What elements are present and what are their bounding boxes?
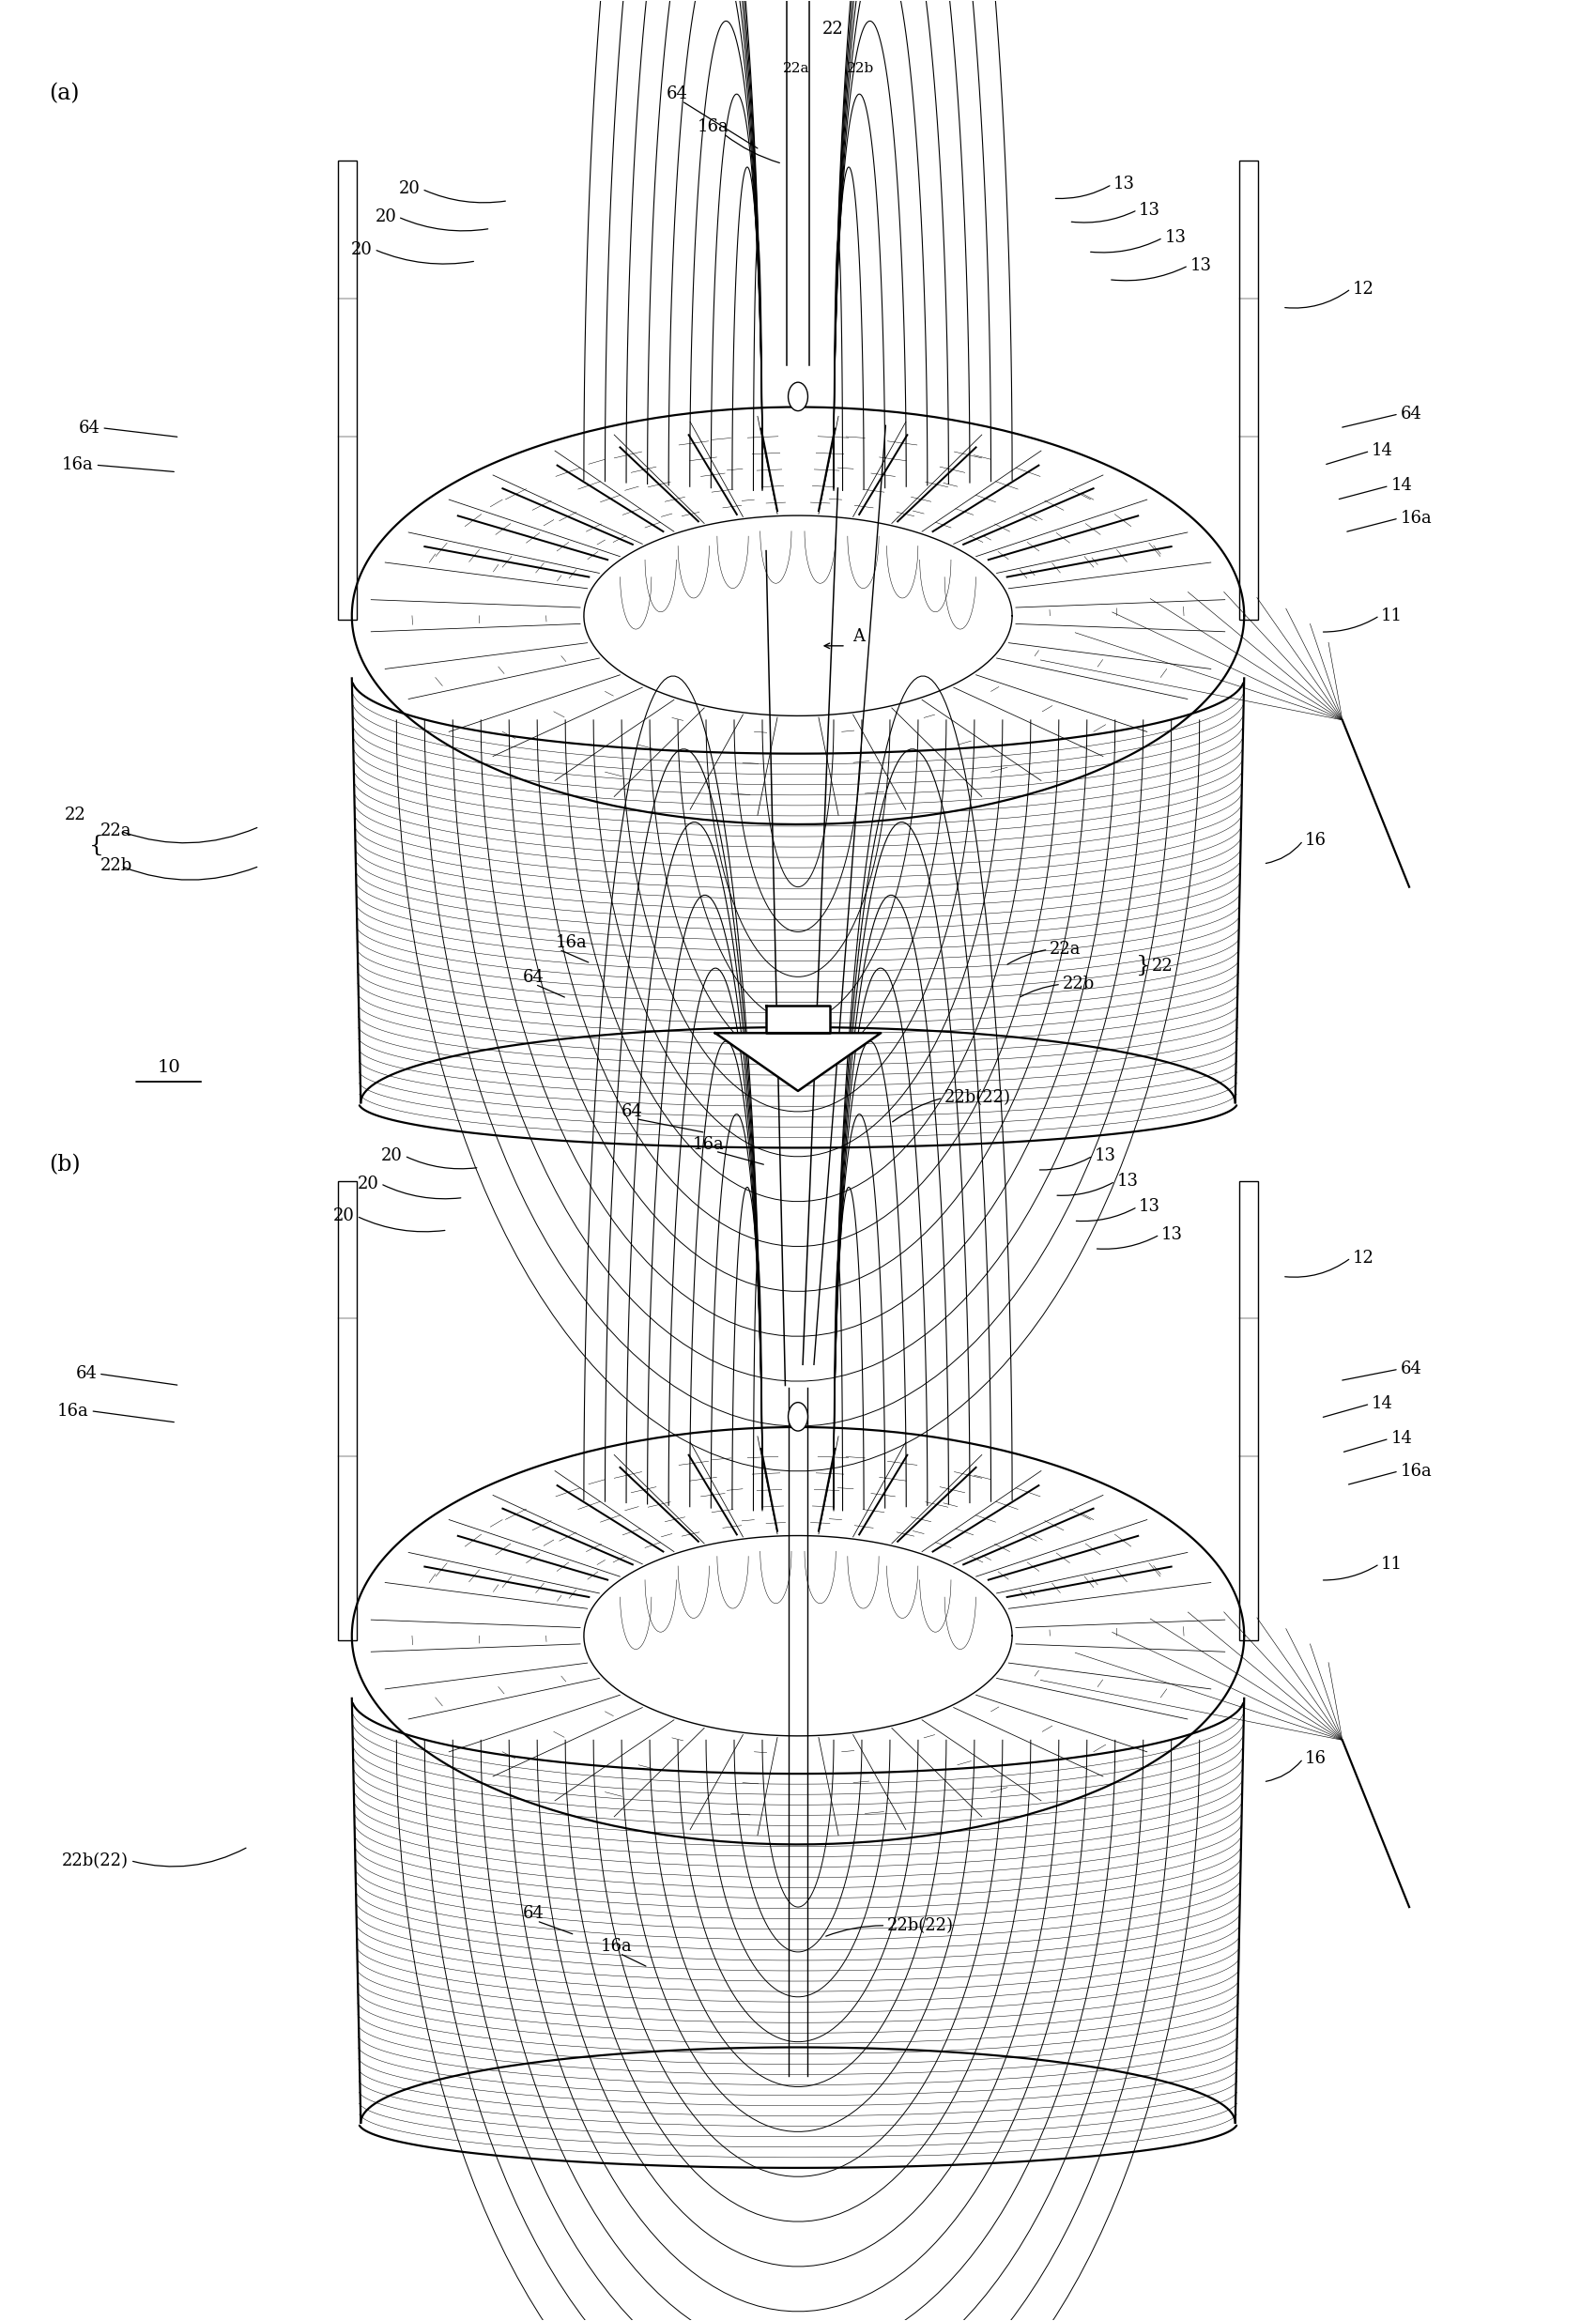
Text: 13: 13 (1191, 258, 1211, 274)
Text: 13: 13 (1114, 176, 1135, 193)
Text: (a): (a) (49, 84, 80, 104)
Text: 16a: 16a (555, 933, 587, 952)
Text: 20: 20 (358, 1174, 378, 1193)
Text: 13: 13 (1140, 1198, 1160, 1216)
Text: }: } (1136, 954, 1151, 977)
Text: 13: 13 (1165, 230, 1186, 246)
Text: 16a: 16a (1400, 511, 1432, 527)
Text: 22b(22): 22b(22) (887, 1917, 954, 1933)
Text: 64: 64 (1400, 406, 1422, 422)
Text: 20: 20 (375, 209, 396, 225)
Bar (338, 1181, 358, 1641)
Text: 22: 22 (64, 808, 86, 824)
Text: 16: 16 (1304, 1750, 1326, 1766)
Text: 22a: 22a (1050, 940, 1080, 959)
Text: 16a: 16a (62, 457, 94, 473)
Text: 20: 20 (351, 241, 372, 258)
Text: 22b(22): 22b(22) (62, 1852, 129, 1868)
Polygon shape (715, 1033, 881, 1091)
Circle shape (788, 1402, 808, 1432)
Text: 20: 20 (399, 181, 420, 197)
Text: 22b: 22b (101, 859, 132, 875)
Text: 16a: 16a (600, 1938, 632, 1954)
Text: 11: 11 (1381, 608, 1403, 624)
Polygon shape (766, 1005, 830, 1033)
Text: 22a: 22a (101, 824, 131, 840)
Text: 64: 64 (523, 968, 544, 986)
Text: 64: 64 (78, 420, 101, 436)
Text: 64: 64 (621, 1102, 643, 1121)
Text: 64: 64 (523, 1906, 544, 1922)
Text: 14: 14 (1371, 443, 1393, 460)
Circle shape (788, 383, 808, 411)
Text: 16: 16 (1304, 833, 1326, 849)
Text: 14: 14 (1371, 1395, 1393, 1413)
Text: {: { (89, 836, 104, 856)
Text: 64: 64 (1400, 1360, 1422, 1379)
Text: 22a: 22a (784, 63, 809, 74)
Text: 14: 14 (1390, 1430, 1412, 1448)
Text: 20: 20 (381, 1147, 402, 1165)
Text: 12: 12 (1352, 281, 1374, 297)
Text: 12: 12 (1352, 1249, 1374, 1267)
Text: 13: 13 (1117, 1172, 1138, 1191)
Text: (b): (b) (49, 1154, 81, 1177)
Text: 16a: 16a (697, 118, 729, 135)
Text: 16a: 16a (693, 1135, 725, 1154)
Text: 22: 22 (822, 21, 844, 37)
Text: 13: 13 (1095, 1147, 1116, 1165)
Text: 22: 22 (1152, 956, 1173, 975)
Text: 16a: 16a (1400, 1462, 1432, 1478)
Text: 64: 64 (666, 86, 688, 102)
Text: 22b: 22b (1063, 975, 1095, 993)
Text: 20: 20 (334, 1207, 354, 1225)
Text: 11: 11 (1381, 1555, 1403, 1571)
Text: 22b(22): 22b(22) (945, 1089, 1012, 1107)
Text: 13: 13 (1162, 1225, 1183, 1244)
Text: 10: 10 (156, 1058, 180, 1077)
Text: 16a: 16a (57, 1402, 89, 1420)
Text: 64: 64 (75, 1365, 97, 1383)
Bar (338, 160, 358, 620)
Bar (1238, 1181, 1258, 1641)
Text: A: A (852, 629, 865, 645)
Text: 13: 13 (1140, 202, 1160, 218)
Text: 14: 14 (1390, 478, 1412, 494)
Bar (1238, 160, 1258, 620)
Text: 22b: 22b (846, 63, 875, 74)
